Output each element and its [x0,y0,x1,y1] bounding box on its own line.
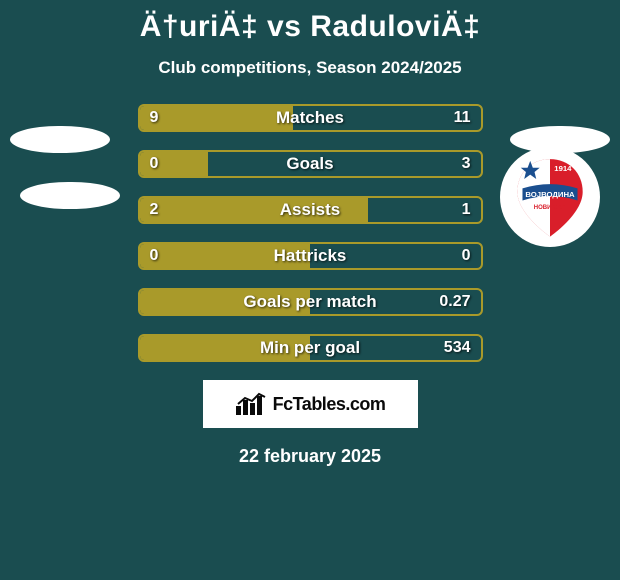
stat-bar-row: 0 Goals 3 [138,150,483,178]
stat-label: Goals per match [243,292,376,312]
stat-value-left: 0 [150,247,159,265]
fctables-logo: FcTables.com [203,380,418,428]
footer-date: 22 february 2025 [0,446,620,467]
stat-bar-row: 0 Hattricks 0 [138,242,483,270]
stat-bar-row: Min per goal 534 [138,334,483,362]
stat-label: Assists [280,200,340,220]
logo-year: 1914 [554,164,572,173]
comparison-card: Ä†uriÄ‡ vs RaduloviÄ‡ Club competitions,… [0,0,620,580]
vojvodina-logo-icon: 1914 ВОЈВОДИНА НОВИ САД [507,154,593,240]
page-subtitle: Club competitions, Season 2024/2025 [0,58,620,78]
stat-bar-row: 9 Matches 11 [138,104,483,132]
avatar-placeholder-icon [20,182,120,209]
stat-value-right: 11 [454,109,471,127]
page-title: Ä†uriÄ‡ vs RaduloviÄ‡ [0,0,620,44]
fctables-logo-text: FcTables.com [273,394,386,415]
logo-sub-text: НОВИ САД [534,205,567,211]
stat-value-right: 534 [444,339,471,357]
stat-bar-row: Goals per match 0.27 [138,288,483,316]
stat-value-left: 9 [150,109,159,127]
stat-label: Hattricks [274,246,347,266]
stat-label: Matches [276,108,344,128]
player-left-club-logo [20,147,120,247]
stat-value-left: 0 [150,155,159,173]
stat-value-right: 0.27 [439,293,470,311]
stat-value-left: 2 [150,201,159,219]
stat-value-right: 3 [462,155,471,173]
logo-main-text: ВОЈВОДИНА [525,190,575,199]
stat-label: Min per goal [260,338,360,358]
stat-value-right: 0 [462,247,471,265]
player-right-club-logo: 1914 ВОЈВОДИНА НОВИ САД [500,147,600,247]
fctables-chart-icon [235,392,269,416]
stat-label: Goals [286,154,333,174]
stats-area: 1914 ВОЈВОДИНА НОВИ САД 9 Matches 11 0 Goals… [0,104,620,362]
stat-bar-row: 2 Assists 1 [138,196,483,224]
stats-bars: 9 Matches 11 0 Goals 3 2 Assists 1 0 Hattricks 0 Goa… [138,104,483,362]
stat-bar-fill [140,106,293,130]
stat-value-right: 1 [462,201,471,219]
